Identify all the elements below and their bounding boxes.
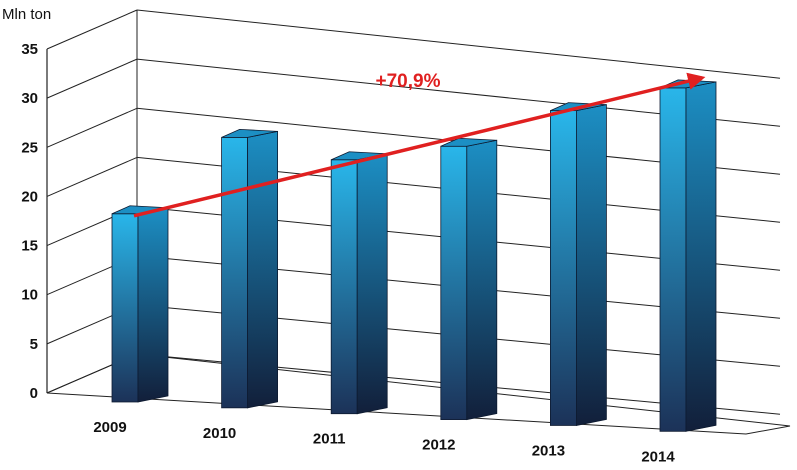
- bar-front-face: [550, 110, 577, 426]
- trend-annotation: +70,9%: [376, 71, 441, 92]
- floor-outline: [46, 353, 791, 435]
- grid-line-side: [46, 58, 138, 99]
- bar-2012: [440, 137, 498, 421]
- bar-front-face: [659, 87, 687, 432]
- grid-line-side: [46, 156, 138, 197]
- bar-top-face: [221, 128, 278, 138]
- bar-side-face: [576, 104, 607, 426]
- x-tick-label: 2014: [641, 448, 675, 465]
- bar-side-face: [247, 130, 279, 409]
- bar-2014: [659, 79, 717, 432]
- bars: [111, 79, 717, 432]
- bar-side-face: [137, 207, 169, 403]
- x-tick-label: 2013: [532, 442, 565, 459]
- y-axis-ticks: 0 5 10 15 20 25 30 35: [21, 41, 38, 402]
- x-tick-label: 2011: [313, 431, 346, 448]
- bar-front-face: [111, 213, 139, 403]
- trend-arrow-group: +70,9%: [133, 71, 706, 218]
- bar-2009: [111, 205, 169, 403]
- y-tick-label: 10: [21, 287, 38, 304]
- bar-front-face: [330, 159, 358, 415]
- bar-2010: [221, 128, 279, 409]
- bar-front-face: [221, 136, 249, 409]
- grid-line-back: [136, 9, 781, 79]
- y-tick-label: 25: [21, 139, 38, 156]
- bar-2011: [330, 151, 388, 415]
- grid-line-side: [46, 9, 138, 50]
- x-axis-ticks: 2009 2010 2011 2012 2013 2014: [93, 419, 675, 465]
- y-tick-label: 0: [30, 385, 38, 402]
- y-tick-label: 35: [21, 41, 38, 58]
- bar-top-face: [440, 137, 497, 147]
- x-tick-label: 2009: [93, 419, 126, 436]
- grid-line-side: [46, 107, 138, 148]
- bar-2013: [550, 102, 607, 426]
- x-tick-label: 2012: [422, 437, 455, 454]
- bar-front-face: [440, 145, 468, 420]
- bar-side-face: [356, 153, 388, 415]
- x-tick-label: 2010: [203, 425, 236, 442]
- bar-side-face: [685, 81, 717, 432]
- trend-arrow: [133, 72, 706, 218]
- y-tick-label: 30: [21, 90, 38, 107]
- y-tick-label: 5: [30, 336, 38, 353]
- bar-side-face: [466, 139, 498, 421]
- y-tick-label: 20: [21, 188, 38, 205]
- y-tick-label: 15: [21, 238, 38, 255]
- y-axis-unit-label: Mln ton: [2, 6, 51, 23]
